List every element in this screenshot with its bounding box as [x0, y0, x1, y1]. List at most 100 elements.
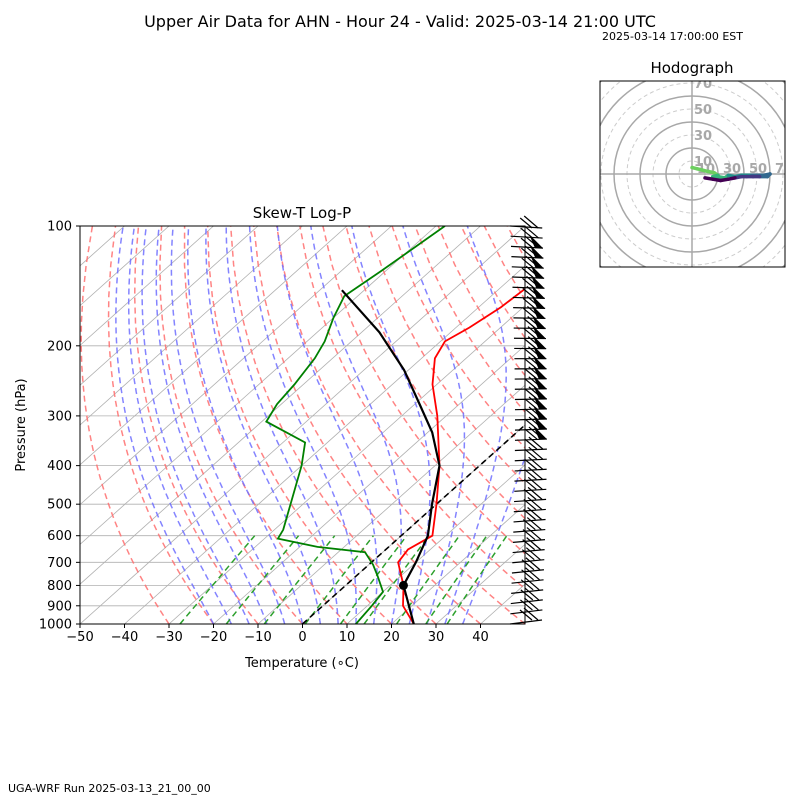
- isotherm-line: [391, 504, 525, 624]
- x-tick-label: −40: [111, 630, 138, 645]
- dry-adiabat: [530, 226, 800, 624]
- skewt-title: Skew-T Log-P: [253, 204, 351, 222]
- skewt-plot-area: [80, 226, 800, 624]
- lcl-marker: [398, 580, 408, 590]
- dry-adiabat: [322, 226, 525, 555]
- dry-adiabat: [253, 226, 481, 624]
- hodograph-ring-label: 10: [694, 155, 712, 170]
- isotherm-line: [524, 623, 525, 624]
- isotherm-line: [435, 543, 525, 624]
- moist-adiabat: [115, 226, 215, 624]
- page-title: Upper Air Data for AHN - Hour 24 - Valid…: [144, 12, 656, 31]
- hodograph-trace-segment: [703, 176, 715, 181]
- moist-adiabat: [402, 226, 466, 624]
- parcel-profile: [341, 289, 441, 586]
- isotherm-line: [80, 226, 214, 346]
- x-axis-label: Temperature (∘C): [244, 656, 359, 671]
- dry-adiabat: [506, 226, 525, 260]
- temperature-line: [397, 287, 525, 624]
- moist-adiabat: [170, 226, 286, 624]
- dry-adiabat: [206, 226, 393, 624]
- moist-adiabat: [276, 226, 378, 624]
- x-tick-label: −20: [200, 630, 227, 645]
- dry-adiabat: [80, 226, 170, 624]
- parcel-dry-segment: [402, 585, 415, 624]
- moist-adiabat: [187, 226, 304, 624]
- dry-adiabat: [414, 226, 525, 414]
- dry-adiabat: [460, 226, 525, 340]
- moist-adiabat: [155, 226, 268, 624]
- mixing-ratio-line: [363, 535, 430, 624]
- skewt-axes: −50 −40 −30 −20 −10 0 10 20 30 40 100 200 300 400 500 6…: [39, 220, 489, 646]
- isotherm-line: [80, 226, 170, 307]
- x-tick-label: 0: [298, 630, 306, 645]
- mixing-ratio-line: [225, 535, 300, 624]
- wind-barb: [514, 446, 547, 462]
- isotherm-line: [80, 226, 481, 585]
- moist-adiabat: [310, 226, 402, 624]
- y-axis-label: Pressure (hPa): [14, 378, 29, 471]
- dewpoint-line: [265, 226, 446, 624]
- isotherm-line: [80, 226, 259, 386]
- mixing-ratio-line: [446, 535, 508, 624]
- wind-barb: [510, 597, 543, 615]
- y-tick-label: 200: [47, 339, 72, 354]
- y-tick-label: 700: [47, 556, 72, 571]
- x-tick-label: −30: [155, 630, 182, 645]
- wind-barb: [509, 607, 543, 625]
- dry-adiabat: [276, 226, 525, 624]
- y-tick-label: 500: [47, 498, 72, 513]
- isotherm-line: [346, 464, 525, 624]
- x-tick-label: 40: [472, 630, 489, 645]
- y-tick-label: 900: [47, 599, 72, 614]
- dry-adiabat: [553, 226, 800, 624]
- isotherm-line: [80, 226, 437, 545]
- isotherm-line: [168, 305, 525, 624]
- wind-barb: [514, 456, 547, 472]
- dry-adiabat: [299, 226, 525, 590]
- mixing-ratio-line: [395, 535, 461, 624]
- dry-adiabat: [183, 226, 348, 624]
- wind-barb: [510, 215, 543, 229]
- y-tick-label: 1000: [39, 618, 72, 633]
- dry-adiabat: [623, 226, 800, 624]
- hodograph-ring-label: 70: [694, 77, 712, 92]
- isotherm-line: [80, 226, 348, 466]
- moist-adiabat: [141, 226, 250, 624]
- mixing-ratio-line: [339, 535, 408, 624]
- model-run-label: UGA-WRF Run 2025-03-13_21_00_00: [8, 782, 211, 795]
- hodograph-frame: [599, 80, 786, 268]
- y-tick-label: 400: [47, 459, 72, 474]
- x-tick-label: 10: [339, 630, 356, 645]
- hodograph-ring-label: 30: [723, 162, 741, 177]
- isotherm-line: [80, 226, 392, 506]
- mixing-ratio-line: [179, 535, 256, 624]
- y-tick-label: 100: [47, 220, 72, 235]
- mixing-ratio-line: [304, 535, 374, 624]
- dry-adiabat: [107, 226, 215, 624]
- dry-adiabat: [437, 226, 525, 377]
- dry-adiabat: [577, 226, 800, 624]
- moist-adiabat: [205, 226, 322, 624]
- x-tick-label: −10: [244, 630, 271, 645]
- hodograph-title: Hodograph: [650, 59, 733, 77]
- y-tick-label: 600: [47, 529, 72, 544]
- valid-time-est: 2025-03-14 17:00:00 EST: [602, 30, 743, 43]
- moist-adiabat: [248, 226, 358, 624]
- hodograph-ring-label: 50: [694, 103, 712, 118]
- moist-adiabat: [127, 226, 232, 624]
- moist-adiabat: [351, 226, 431, 624]
- hodograph-plot-area: 103050701030507: [600, 77, 785, 267]
- x-tick-label: 30: [428, 630, 445, 645]
- isotherm-line: [302, 424, 525, 624]
- mixing-ratio-line: [425, 535, 488, 624]
- x-tick-label: 20: [383, 630, 400, 645]
- mixing-ratio-line: [263, 535, 336, 624]
- dry-adiabat: [600, 226, 800, 624]
- hodograph: Hodograph 103050701030507: [599, 59, 786, 268]
- y-tick-label: 800: [47, 579, 72, 594]
- wind-barbs: [509, 215, 548, 625]
- wind-barb: [510, 225, 543, 239]
- isotherm-line: [213, 344, 525, 624]
